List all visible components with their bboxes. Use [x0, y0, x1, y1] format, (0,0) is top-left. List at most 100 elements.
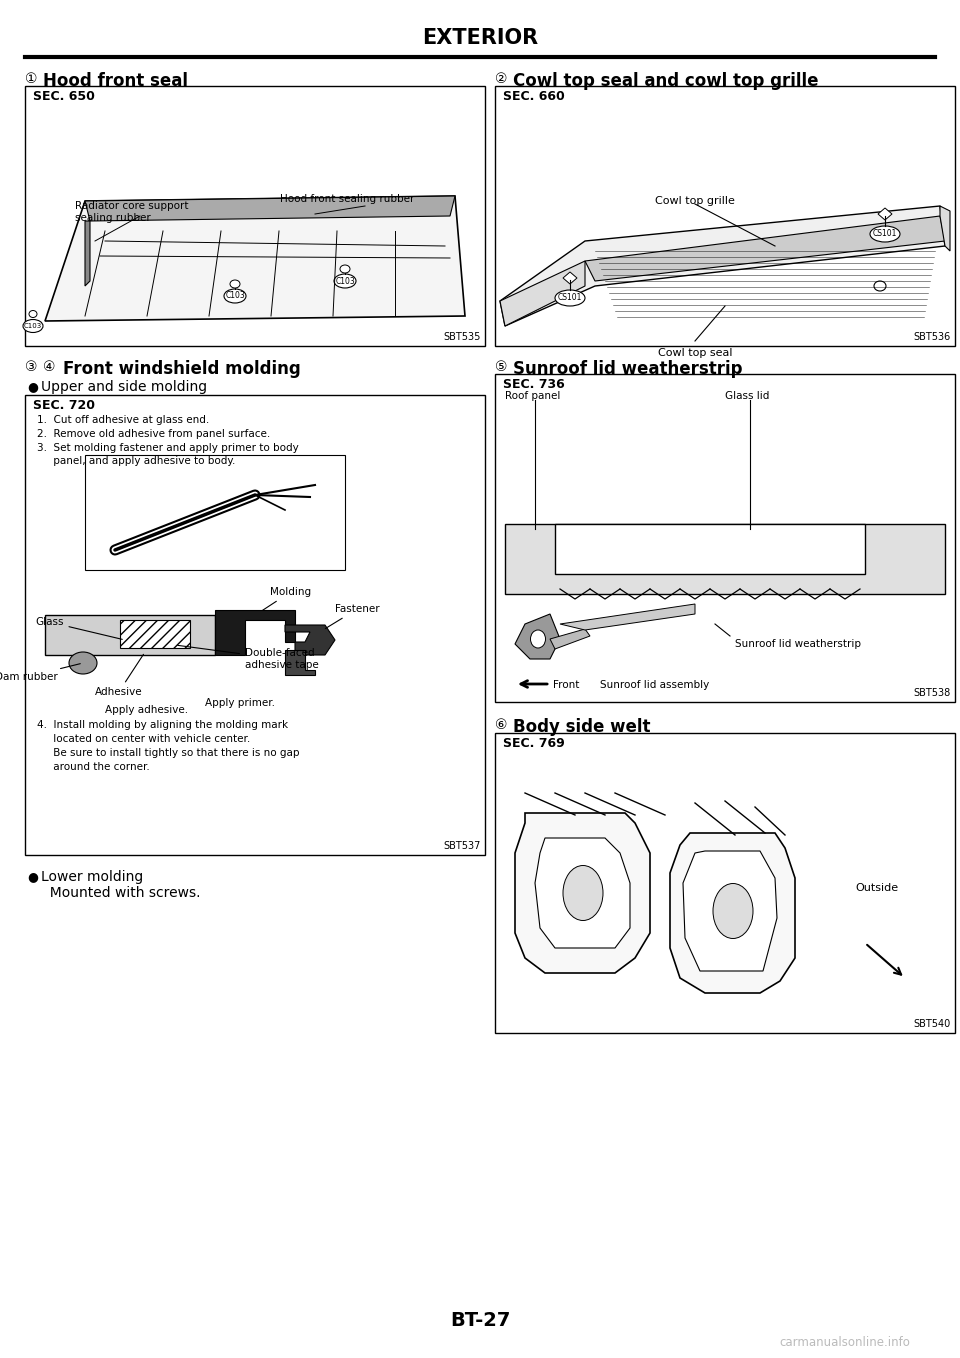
Ellipse shape	[713, 884, 753, 938]
Text: SBT536: SBT536	[914, 331, 951, 342]
Text: around the corner.: around the corner.	[37, 762, 150, 771]
Text: ③: ③	[25, 360, 37, 373]
Text: 3.  Set molding fastener and apply primer to body: 3. Set molding fastener and apply primer…	[37, 443, 299, 454]
Text: Glass: Glass	[35, 617, 122, 640]
Text: 1.  Cut off adhesive at glass end.: 1. Cut off adhesive at glass end.	[37, 416, 209, 425]
Text: ①: ①	[25, 72, 37, 86]
Text: Dam rubber: Dam rubber	[0, 664, 81, 682]
Bar	[495, 86, 955, 346]
Polygon shape	[940, 206, 950, 251]
Text: EXTERIOR: EXTERIOR	[422, 29, 538, 48]
Text: Front windshield molding: Front windshield molding	[63, 360, 300, 378]
Text: Apply primer.: Apply primer.	[205, 698, 275, 708]
Polygon shape	[285, 650, 315, 675]
Text: Be sure to install tightly so that there is no gap: Be sure to install tightly so that there…	[37, 748, 300, 758]
Bar	[495, 733, 955, 1033]
Polygon shape	[563, 272, 577, 284]
Text: carmanualsonline.info: carmanualsonline.info	[780, 1335, 910, 1348]
Ellipse shape	[874, 281, 886, 291]
Polygon shape	[535, 838, 630, 948]
Polygon shape	[670, 832, 795, 993]
Ellipse shape	[23, 319, 43, 333]
Text: BT-27: BT-27	[450, 1310, 510, 1329]
Text: ●: ●	[27, 870, 37, 883]
Polygon shape	[85, 196, 455, 221]
Polygon shape	[500, 206, 945, 326]
Text: 4.  Install molding by aligning the molding mark: 4. Install molding by aligning the moldi…	[37, 720, 288, 731]
Ellipse shape	[29, 311, 37, 318]
Text: SBT540: SBT540	[914, 1018, 951, 1029]
Text: C103: C103	[226, 292, 245, 300]
Polygon shape	[85, 221, 90, 287]
Text: Cowl top seal: Cowl top seal	[658, 348, 732, 359]
Text: Body side welt: Body side welt	[513, 718, 651, 736]
Text: ⑥: ⑥	[495, 718, 508, 732]
Text: Sunroof lid weatherstrip: Sunroof lid weatherstrip	[513, 360, 742, 378]
Text: Mounted with screws.: Mounted with screws.	[41, 885, 201, 900]
Text: located on center with vehicle center.: located on center with vehicle center.	[37, 735, 251, 744]
Bar	[25, 86, 485, 346]
Bar	[495, 373, 955, 702]
Text: CS101: CS101	[873, 230, 898, 239]
Text: Hood front sealing rubber: Hood front sealing rubber	[280, 194, 415, 204]
Text: SBT538: SBT538	[914, 689, 951, 698]
Ellipse shape	[334, 274, 356, 288]
Polygon shape	[285, 625, 335, 655]
Polygon shape	[500, 261, 585, 326]
Text: Apply adhesive.: Apply adhesive.	[105, 705, 188, 716]
Ellipse shape	[69, 652, 97, 674]
Ellipse shape	[340, 265, 350, 273]
Text: SBT535: SBT535	[444, 331, 481, 342]
Text: Upper and side molding: Upper and side molding	[41, 380, 207, 394]
Text: Outside: Outside	[855, 883, 899, 894]
Ellipse shape	[224, 289, 246, 303]
Text: Front: Front	[553, 680, 580, 690]
Text: SEC. 650: SEC. 650	[33, 90, 95, 103]
Text: ⑤: ⑤	[495, 360, 508, 373]
Text: ②: ②	[495, 72, 508, 86]
Text: Roof panel: Roof panel	[505, 391, 561, 401]
FancyBboxPatch shape	[85, 455, 345, 570]
Polygon shape	[550, 629, 590, 649]
Text: Sunroof lid weatherstrip: Sunroof lid weatherstrip	[735, 640, 861, 649]
Text: SEC. 736: SEC. 736	[503, 378, 564, 391]
Text: Hood front seal: Hood front seal	[43, 72, 188, 90]
Text: Molding: Molding	[262, 587, 311, 611]
Bar	[555, 524, 865, 574]
Text: C103: C103	[335, 277, 355, 285]
Text: Radiator core support
sealing rubber: Radiator core support sealing rubber	[75, 201, 188, 223]
Polygon shape	[683, 851, 777, 971]
Text: SEC. 660: SEC. 660	[503, 90, 564, 103]
Ellipse shape	[531, 630, 545, 648]
Text: Glass lid: Glass lid	[725, 391, 769, 401]
Bar	[505, 524, 945, 593]
Text: panel, and apply adhesive to body.: panel, and apply adhesive to body.	[37, 456, 235, 466]
Polygon shape	[878, 208, 892, 220]
Text: SEC. 720: SEC. 720	[33, 399, 95, 411]
Text: Fastener: Fastener	[325, 604, 379, 629]
Text: Double-faced
adhesive tape: Double-faced adhesive tape	[178, 645, 319, 669]
Bar	[25, 395, 485, 856]
Polygon shape	[515, 813, 650, 972]
Text: ④: ④	[43, 360, 56, 373]
Text: SEC. 769: SEC. 769	[503, 737, 564, 750]
Polygon shape	[45, 196, 465, 320]
Polygon shape	[515, 614, 560, 659]
Text: Cowl top seal and cowl top grille: Cowl top seal and cowl top grille	[513, 72, 819, 90]
Polygon shape	[215, 610, 295, 655]
Bar	[120, 621, 190, 648]
Polygon shape	[585, 216, 945, 281]
Text: Sunroof lid assembly: Sunroof lid assembly	[600, 680, 709, 690]
Text: C103: C103	[24, 323, 42, 329]
Ellipse shape	[563, 865, 603, 921]
Ellipse shape	[555, 291, 585, 306]
Text: 2.  Remove old adhesive from panel surface.: 2. Remove old adhesive from panel surfac…	[37, 429, 271, 439]
Ellipse shape	[230, 280, 240, 288]
Text: ●: ●	[27, 380, 37, 392]
Bar	[45, 615, 215, 655]
Text: Adhesive: Adhesive	[95, 655, 143, 697]
Text: CS101: CS101	[558, 293, 582, 303]
Text: Cowl top grille: Cowl top grille	[655, 196, 735, 206]
Polygon shape	[560, 604, 695, 630]
Text: SBT537: SBT537	[444, 841, 481, 851]
